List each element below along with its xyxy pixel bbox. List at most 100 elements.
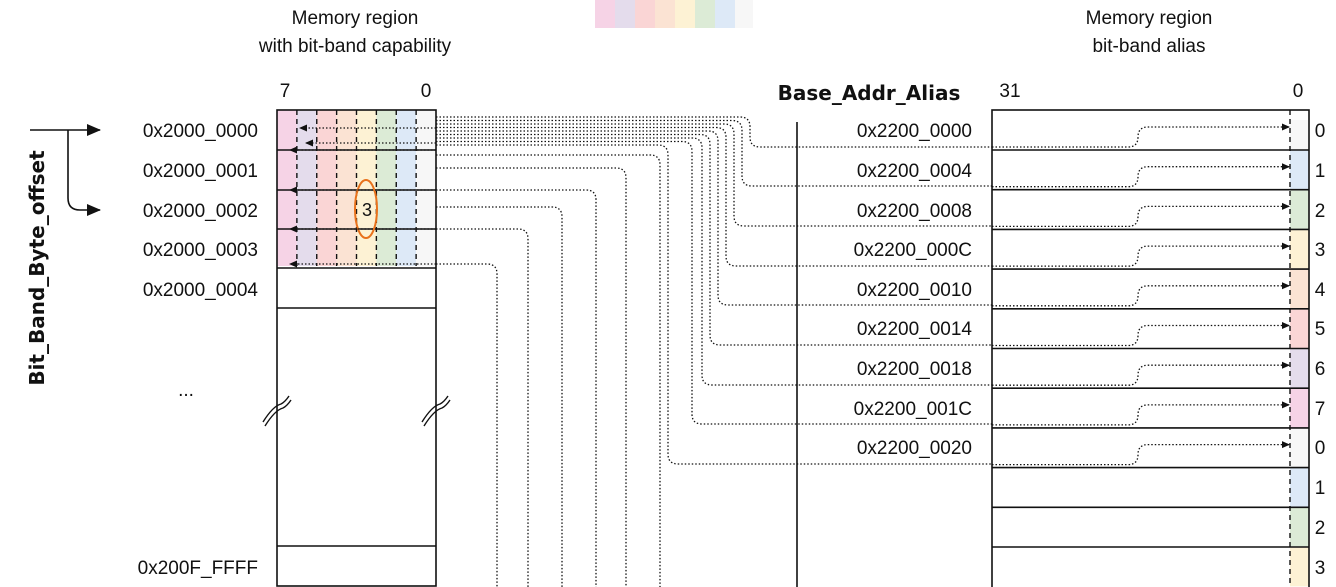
alias-bit-cell — [1290, 467, 1309, 507]
alias-address-3: 0x2200_000C — [854, 240, 972, 261]
left-address-1: 0x2000_0001 — [143, 161, 258, 182]
alias-bit-cell — [1290, 348, 1309, 388]
alias-bit-cell — [1290, 308, 1309, 349]
bit-cell — [376, 110, 397, 150]
break-mark — [423, 399, 451, 427]
connector-line — [992, 282, 1290, 307]
alias-bit-number-11: 3 — [1315, 558, 1326, 579]
legend-swatch-bit2 — [695, 0, 715, 28]
alias-address-0: 0x2200_0000 — [857, 121, 972, 142]
legend-swatch-bit4 — [655, 0, 675, 28]
bit-cell — [277, 190, 297, 230]
left-ellipsis: ... — [178, 380, 194, 401]
bit-cell — [356, 190, 377, 230]
alias-bit-cell — [1290, 546, 1309, 587]
alias-bit-cell — [1290, 149, 1309, 190]
alias-bit-cell — [1290, 427, 1309, 468]
bit-cell — [277, 150, 297, 190]
legend-swatch-bit0 — [735, 0, 753, 28]
legend-swatch-bit1 — [715, 0, 735, 28]
left-last-address: 0x200F_FFFF — [138, 558, 258, 579]
bit-cell — [396, 229, 417, 266]
alias-bit-cell — [1290, 189, 1309, 230]
connector-line — [992, 322, 1290, 347]
left-bit-high-label: 7 — [280, 81, 291, 102]
bit-cell — [336, 150, 357, 190]
bit-cell — [277, 110, 297, 150]
left-title-line2: with bit-band capability — [258, 36, 452, 57]
bit-cell — [296, 190, 317, 230]
alias-bit-number-8: 0 — [1315, 438, 1326, 459]
left-title-line1: Memory region — [292, 8, 419, 29]
right-title-line2: bit-band alias — [1092, 36, 1205, 57]
bit-band-byte-offset-label: Bit_Band_Byte_offset — [25, 150, 49, 386]
highlight-ellipse — [354, 179, 378, 239]
bit-cell — [296, 150, 317, 190]
bit-cell — [336, 190, 357, 230]
right-bit-high-label: 31 — [999, 81, 1020, 102]
alias-bit-number-9: 1 — [1315, 478, 1326, 499]
break-mark — [421, 395, 449, 423]
bit-cell — [356, 110, 377, 150]
bit-cell — [277, 229, 297, 266]
alias-bit-cell — [1290, 387, 1309, 428]
connector-line — [992, 202, 1290, 228]
connector-line — [992, 163, 1290, 188]
connector-line — [992, 441, 1290, 466]
bit-cell — [376, 190, 397, 230]
bit-cell — [336, 229, 357, 266]
left-bit-low-label: 0 — [421, 81, 432, 102]
right-bit-low-label: 0 — [1293, 81, 1304, 102]
legend-swatch-bit3 — [675, 0, 695, 28]
connector-line — [992, 361, 1290, 386]
bit-cell — [296, 229, 317, 266]
legend-swatch-bit5 — [635, 0, 655, 28]
bit-cell — [296, 110, 317, 150]
alias-address-7: 0x2200_001C — [854, 399, 972, 420]
connector-line — [436, 137, 992, 386]
alias-bit-cell — [1290, 507, 1309, 547]
alias-bit-number-1: 1 — [1315, 161, 1326, 182]
bit-cell — [316, 110, 337, 150]
alias-bit-cell — [1290, 229, 1309, 269]
bit-cell — [416, 229, 436, 266]
alias-bit-number-10: 2 — [1315, 518, 1326, 539]
connector-line — [436, 116, 992, 148]
break-mark — [262, 395, 290, 423]
connector-line — [436, 167, 627, 587]
left-memory-block — [262, 109, 451, 587]
bit-cell — [376, 150, 397, 190]
alias-bit-number-4: 4 — [1315, 280, 1326, 301]
bit-cell — [356, 150, 377, 190]
alias-bit-number-0: 0 — [1315, 121, 1326, 142]
color-legend — [595, 0, 753, 28]
alias-bit-number-2: 2 — [1315, 201, 1326, 222]
left-address-0: 0x2000_0000 — [143, 121, 258, 142]
bit-cell — [336, 110, 357, 150]
alias-bit-numbers: 0 1 2 3 4 5 6 7 0 1 2 3 — [1315, 121, 1326, 579]
bit-cell — [416, 190, 436, 230]
alias-bit-number-5: 5 — [1315, 319, 1326, 340]
alias-address-5: 0x2200_0014 — [857, 319, 973, 340]
connector-line — [992, 242, 1290, 267]
alias-bit-cell — [1290, 120, 1309, 150]
connector-line — [436, 206, 563, 587]
connector-line — [436, 140, 992, 425]
left-address-3: 0x2000_0003 — [143, 240, 258, 261]
bit-cell — [396, 190, 417, 230]
alias-bit-number-6: 6 — [1315, 359, 1326, 380]
alias-bit-number-3: 3 — [1315, 240, 1326, 261]
alias-bit-number-7: 7 — [1315, 399, 1326, 420]
highlighted-bit-label: 3 — [362, 200, 372, 220]
alias-address-2: 0x2200_0008 — [857, 201, 972, 222]
alias-address-1: 0x2200_0004 — [857, 161, 973, 182]
connector-line — [436, 263, 498, 587]
alias-address-8: 0x2200_0020 — [857, 438, 972, 459]
bit-cell — [416, 110, 436, 150]
bit-cell — [416, 150, 436, 190]
left-address-4: 0x2000_0004 — [143, 280, 259, 301]
connector-line — [436, 228, 529, 587]
right-block-frame — [991, 109, 1310, 587]
right-memory-block — [991, 109, 1310, 587]
